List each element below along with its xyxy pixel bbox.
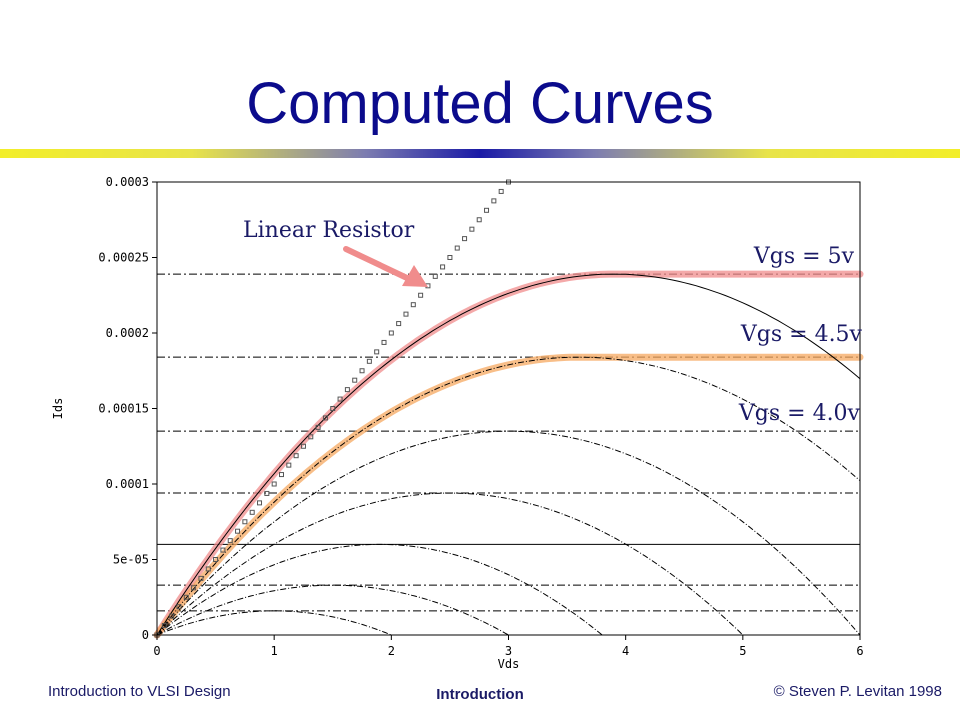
ids-curve-series — [156, 584, 509, 636]
x-tick-label: 3 — [505, 644, 512, 658]
linear-resistor-point — [308, 434, 314, 440]
linear-resistor-point — [410, 302, 416, 308]
y-tick-label: 0.0003 — [106, 175, 149, 189]
linear-resistor-point — [440, 264, 446, 270]
linear-resistor-point — [315, 424, 321, 430]
linear-resistor-point — [249, 509, 255, 515]
ids-curve-series — [156, 356, 861, 636]
linear-resistor-point — [374, 349, 380, 355]
linear-resistor-point — [403, 311, 409, 317]
linear-resistor-point — [191, 585, 197, 591]
linear-resistor-point — [293, 453, 299, 459]
x-tick-label: 0 — [153, 644, 160, 658]
linear-resistor-point — [447, 255, 453, 260]
y-tick-label: 0.00015 — [98, 402, 149, 416]
y-axis-label: Ids — [51, 398, 65, 420]
linear-resistor-point — [161, 623, 167, 629]
linear-resistor-point — [418, 292, 424, 298]
linear-resistor-point — [352, 377, 358, 383]
linear-resistor-point — [366, 358, 372, 364]
x-tick-label: 1 — [271, 644, 278, 658]
linear-resistor-point — [396, 321, 402, 327]
y-tick-label: 0.00025 — [98, 251, 149, 265]
linear-resistor-point — [344, 387, 350, 393]
annotation-arrow-shaft — [343, 246, 410, 281]
y-tick-label: 5e-05 — [113, 553, 149, 567]
y-tick-label: 0.0001 — [106, 477, 149, 491]
x-tick-label: 5 — [739, 644, 746, 658]
linear-resistor-point — [484, 207, 490, 213]
linear-resistor-point — [454, 245, 460, 251]
ids-curve-series — [156, 610, 392, 636]
y-tick-label: 0 — [142, 628, 149, 642]
x-tick-label: 4 — [622, 644, 629, 658]
linear-resistor-point — [286, 462, 292, 468]
linear-resistor-point — [198, 575, 204, 581]
x-tick-label: 2 — [388, 644, 395, 658]
x-tick-label: 6 — [856, 644, 863, 658]
annotation-vgs-4-5v: Vgs = 4.5v — [740, 322, 863, 347]
ids-curve-series — [156, 492, 744, 636]
linear-resistor-point — [432, 273, 438, 279]
footer-section: Introduction — [436, 686, 524, 703]
linear-resistor-point — [264, 490, 270, 496]
linear-resistor-point — [469, 226, 475, 232]
linear-resistor-point — [227, 538, 233, 544]
footer-copyright: © Steven P. Levitan 1998 — [773, 683, 942, 700]
ids-curve-series — [156, 543, 603, 636]
linear-resistor-point — [359, 368, 365, 374]
linear-resistor-point — [498, 188, 504, 194]
linear-resistor-point — [322, 415, 328, 421]
linear-resistor-point — [337, 396, 343, 402]
linear-resistor-point — [205, 566, 211, 572]
linear-resistor-point — [388, 330, 394, 336]
linear-resistor-point — [183, 594, 189, 600]
title-rule — [0, 149, 960, 158]
linear-resistor-point — [278, 472, 284, 478]
linear-resistor-point — [300, 443, 306, 449]
linear-resistor-point — [213, 557, 219, 562]
slide-title: Computed Curves — [246, 71, 714, 136]
linear-resistor-point — [271, 481, 277, 487]
annotation-linear-resistor: Linear Resistor — [243, 218, 415, 243]
linear-resistor-point — [462, 236, 468, 242]
ids-curve-series — [156, 273, 861, 636]
linear-resistor-point — [491, 198, 497, 204]
linear-resistor-point — [176, 604, 182, 610]
linear-resistor-point — [476, 217, 482, 223]
linear-resistor-point — [220, 547, 226, 553]
annotation-vgs-4-0v: Vgs = 4.0v — [738, 401, 861, 426]
linear-resistor-point — [235, 528, 241, 534]
linear-resistor-point — [330, 406, 336, 411]
ids-curve-series — [156, 430, 861, 636]
annotation-vgs-5v: Vgs = 5v — [753, 244, 855, 269]
linear-resistor-point — [169, 613, 175, 619]
footer-course: Introduction to VLSI Design — [48, 683, 231, 700]
y-tick-label: 0.0002 — [106, 326, 149, 340]
linear-resistor-point — [381, 339, 387, 345]
annotation-arrow-head — [402, 265, 428, 287]
x-axis-label: Vds — [498, 657, 520, 671]
linear-resistor-point — [242, 519, 248, 525]
linear-resistor-point — [257, 500, 263, 506]
